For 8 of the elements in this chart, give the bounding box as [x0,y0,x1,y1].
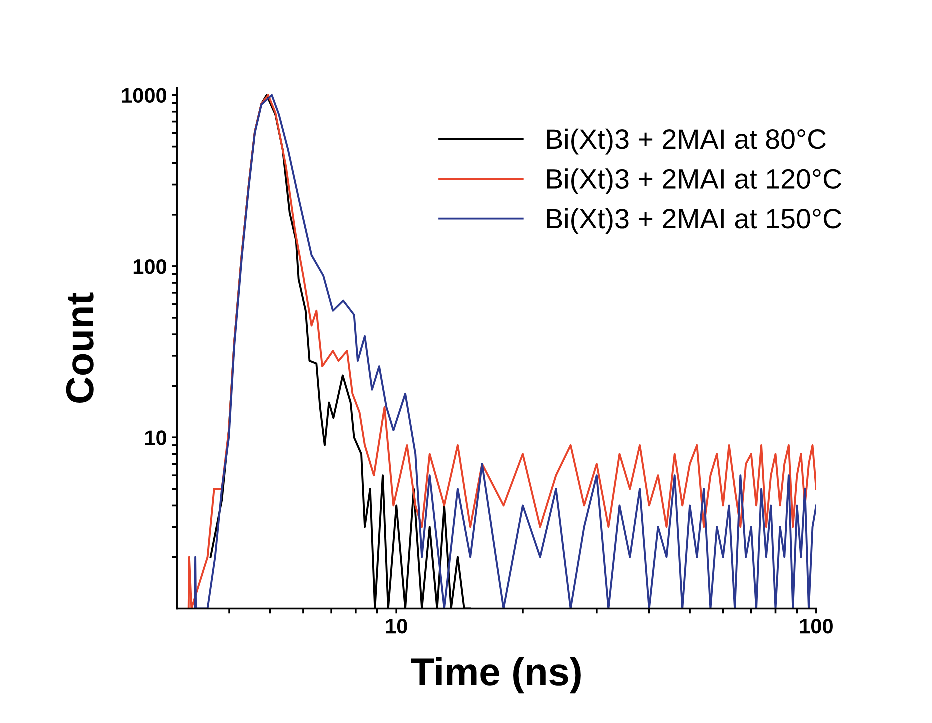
y-tick-label: 10 [146,430,167,446]
legend-label: Bi(Xt)3 + 2MAI at 150°C [547,208,842,234]
y-axis-title: Count [66,292,94,404]
x-axis-title: Time (ns) [411,657,581,694]
legend-label: Bi(Xt)3 + 2MAI at 80°C [547,128,826,155]
y-tick-label: 1000 [122,88,167,104]
legend-label: Bi(Xt)3 + 2MAI at 120°C [547,168,842,194]
y-tick-label: 100 [134,259,167,274]
